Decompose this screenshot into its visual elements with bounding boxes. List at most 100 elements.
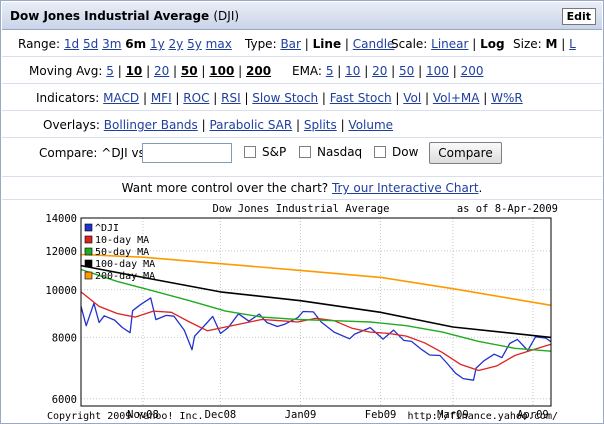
x-tick-label: Dec08: [205, 409, 237, 421]
size-label: Size:: [513, 37, 542, 51]
compare-sp[interactable]: S&P: [244, 145, 286, 159]
indicator-fast-stoch[interactable]: Fast Stoch: [329, 91, 392, 105]
range-label: Range:: [18, 37, 61, 51]
range-max[interactable]: max: [205, 37, 232, 51]
edit-button[interactable]: Edit: [561, 8, 596, 25]
range-6m[interactable]: 6m: [125, 37, 147, 51]
sp-label: S&P: [262, 145, 287, 159]
ma-20[interactable]: 20: [153, 64, 170, 78]
indicators-label: Indicators:: [36, 91, 100, 105]
series-line-50-day-ma: [80, 268, 552, 352]
range-1d[interactable]: 1d: [63, 37, 80, 51]
overlay-parabolic-sar[interactable]: Parabolic SAR: [209, 118, 293, 132]
legend-swatch: [84, 247, 93, 256]
legend-label: ^DJI: [95, 223, 119, 234]
range-3m[interactable]: 3m: [102, 37, 122, 51]
index-symbol: (DJI): [213, 9, 240, 23]
legend-swatch: [84, 235, 93, 244]
overlay-splits[interactable]: Splits: [303, 118, 337, 132]
indicator-vol[interactable]: Vol: [403, 91, 422, 105]
ma-100[interactable]: 100: [209, 64, 235, 78]
indicators-row: Indicators: MACD | MFI | ROC | RSI | Slo…: [2, 85, 602, 111]
ema-50[interactable]: 50: [399, 64, 415, 78]
range-5d[interactable]: 5d: [83, 37, 99, 51]
indicator-wr[interactable]: W%R: [491, 91, 523, 105]
type-candle[interactable]: Candle: [352, 37, 395, 51]
type-options: Type: Bar | Line | Candle: [245, 37, 395, 51]
nasdaq-checkbox[interactable]: [299, 146, 311, 158]
y-tick-label: 12000: [45, 246, 77, 258]
range-1y[interactable]: 1y: [149, 37, 165, 51]
ma-5[interactable]: 5: [106, 64, 114, 78]
type-bar[interactable]: Bar: [280, 37, 301, 51]
chart-as-of: as of 8-Apr-2009: [457, 203, 558, 215]
type-line[interactable]: Line: [312, 37, 342, 51]
compare-nasdaq[interactable]: Nasdaq: [299, 145, 362, 159]
chart-title: Dow Jones Industrial Average: [212, 203, 389, 215]
compare-button[interactable]: Compare: [429, 142, 502, 164]
range-options: Range: 1d 5d 3m 6m 1y 2y 5y max: [18, 37, 232, 51]
scale-log[interactable]: Log: [480, 37, 505, 51]
sp-checkbox[interactable]: [244, 146, 256, 158]
legend-label: 200-day MA: [95, 271, 155, 282]
range-5y[interactable]: 5y: [187, 37, 202, 51]
scale-options: Scale: Linear | Log: [391, 37, 505, 51]
legend-swatch: [84, 259, 93, 268]
indicator-slow-stoch[interactable]: Slow Stoch: [252, 91, 319, 105]
ema-label: EMA:: [292, 64, 322, 78]
y-tick-label: 6000: [52, 394, 77, 406]
overlays-label: Overlays:: [43, 118, 100, 132]
indicator-rsi[interactable]: RSI: [221, 91, 241, 105]
indicator-vol-ma[interactable]: Vol+MA: [432, 91, 480, 105]
indicator-roc[interactable]: ROC: [183, 91, 210, 105]
compare-input[interactable]: [142, 143, 232, 163]
legend-label: 100-day MA: [95, 259, 155, 270]
x-tick-label: Apr09: [517, 409, 549, 421]
y-tick-label: 8000: [52, 332, 77, 344]
size-m[interactable]: M: [545, 37, 558, 51]
ema-100[interactable]: 100: [425, 64, 449, 78]
y-tick-label: 14000: [45, 213, 77, 225]
ema-5[interactable]: 5: [325, 64, 334, 78]
interactive-chart-link[interactable]: Try our Interactive Chart: [331, 181, 479, 195]
ema-200[interactable]: 200: [460, 64, 484, 78]
divider: [2, 176, 602, 177]
compare-label: Compare: ^DJI vs: [39, 146, 145, 160]
ema-options: EMA: 5 | 10 | 20 | 50 | 100 | 200: [292, 64, 484, 78]
ema-10[interactable]: 10: [345, 64, 361, 78]
more-control-suffix: .: [478, 181, 483, 195]
dow-checkbox[interactable]: [374, 146, 386, 158]
indicator-macd[interactable]: MACD: [103, 91, 140, 105]
scale-linear[interactable]: Linear: [431, 37, 469, 51]
ma-50[interactable]: 50: [180, 64, 198, 78]
range-2y[interactable]: 2y: [168, 37, 184, 51]
scale-label: Scale:: [391, 37, 428, 51]
ma-10[interactable]: 10: [125, 64, 143, 78]
panel-header: Dow Jones Industrial Average (DJI) Edit: [2, 2, 602, 30]
y-tick-label: 10000: [45, 285, 77, 297]
djia-chart: 6000 8000 10000 12000 14000 Nov08 Dec08 Jan09 Fe…: [45, 203, 558, 422]
x-tick-label: Mar09: [437, 409, 469, 421]
overlay-options: Overlays: Bollinger Bands | Parabolic SA…: [43, 118, 394, 132]
ema-20[interactable]: 20: [372, 64, 388, 78]
index-name: Dow Jones Industrial Average: [10, 9, 210, 23]
overlay-volume[interactable]: Volume: [348, 118, 394, 132]
nasdaq-label: Nasdaq: [317, 145, 363, 159]
legend-label: 50-day MA: [95, 247, 149, 258]
series-line-100-day-ma: [80, 264, 552, 339]
x-tick-label: Nov08: [127, 409, 159, 421]
x-tick-label: Feb09: [365, 409, 397, 421]
size-l[interactable]: L: [569, 37, 576, 51]
compare-row: Compare: ^DJI vs S&P Nasdaq Dow Compare: [2, 139, 602, 169]
chart-divider: [2, 199, 602, 200]
axes-layer: 6000 8000 10000 12000 14000 Nov08 Dec08 Jan09 Fe…: [45, 213, 552, 421]
dow-label: Dow: [392, 145, 419, 159]
legend-label: 10-day MA: [95, 235, 149, 246]
ma-200[interactable]: 200: [246, 64, 272, 78]
indicator-mfi[interactable]: MFI: [150, 91, 172, 105]
compare-dow[interactable]: Dow: [374, 145, 418, 159]
overlay-bollinger[interactable]: Bollinger Bands: [103, 118, 198, 132]
interactive-chart-prompt: Want more control over the chart? Try ou…: [2, 181, 602, 199]
series-line-10-day-ma: [80, 291, 552, 372]
